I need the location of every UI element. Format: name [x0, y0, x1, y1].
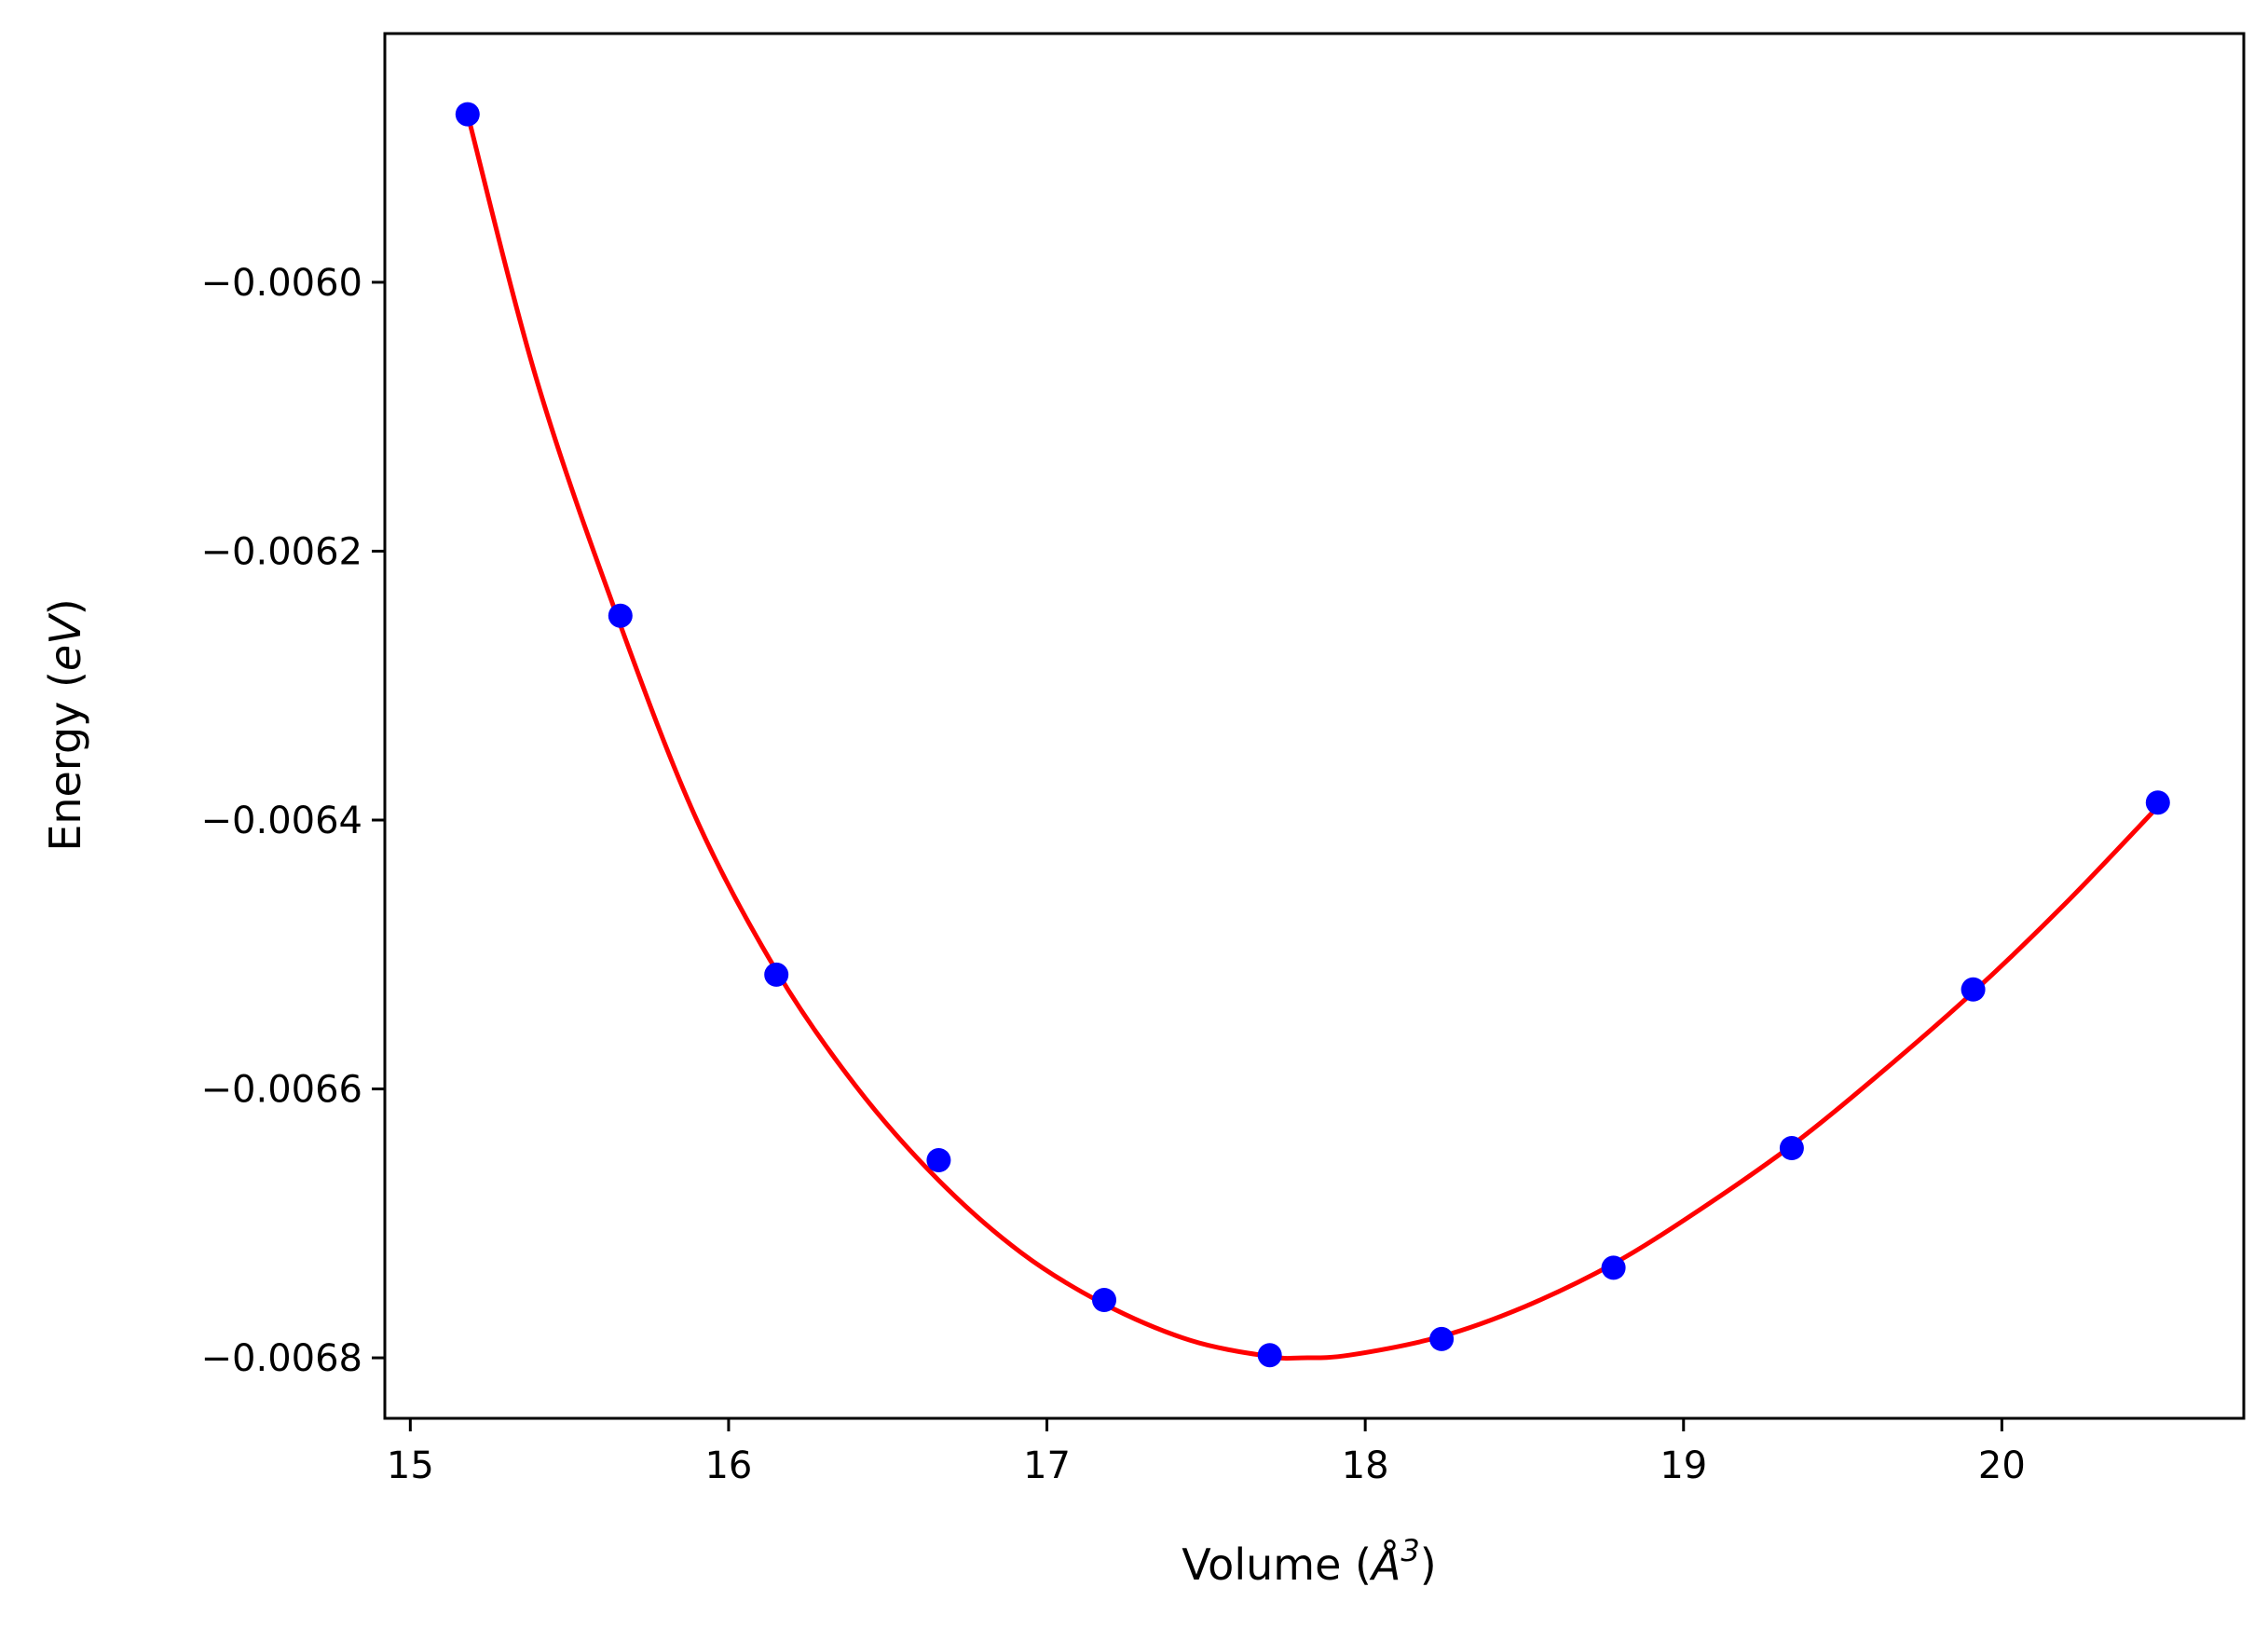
data-point [608, 603, 633, 628]
data-point [1779, 1136, 1804, 1160]
fit-curve-line [465, 113, 2160, 1361]
y-tick-label: −0.0068 [201, 1337, 362, 1380]
y-tick-label: −0.0064 [201, 800, 362, 842]
data-point [1092, 1288, 1116, 1312]
x-tick-label: 18 [1342, 1444, 1389, 1487]
data-point [1429, 1326, 1455, 1351]
data-point [1601, 1255, 1626, 1280]
plot-area [455, 102, 2170, 1368]
y-axis-label-prefix: Energy ( [40, 671, 90, 852]
y-axis-label-unit: eV [40, 612, 90, 671]
x-axis-label: Volume (Å3) [1182, 1533, 1436, 1590]
data-point [926, 1148, 951, 1172]
data-point [764, 962, 789, 987]
y-tick-label: −0.0066 [201, 1069, 362, 1112]
y-axis-label-suffix: ) [40, 598, 90, 615]
y-tick-label: −0.0060 [201, 262, 362, 305]
x-tick-label: 20 [1978, 1444, 2026, 1487]
x-tick-label: 16 [704, 1444, 752, 1487]
x-tick-label: 17 [1023, 1444, 1071, 1487]
x-tick-label: 15 [387, 1444, 434, 1487]
axis-ticks: 15 16 17 18 19 20 −0.0068 −0.0066 −0.0064 −0.0062… [201, 262, 2026, 1487]
data-point [1257, 1343, 1282, 1368]
x-axis-label-symbol: Å [1369, 1539, 1400, 1590]
y-tick-label: −0.0062 [201, 530, 362, 573]
y-axis-label: Energy (eV) [40, 598, 90, 851]
x-axis-label-prefix: Volume ( [1182, 1539, 1372, 1590]
x-axis-label-exponent: 3 [1400, 1533, 1419, 1568]
x-axis-label-suffix: ) [1420, 1539, 1437, 1590]
data-point [2145, 790, 2170, 815]
plot-frame [383, 32, 2246, 1420]
data-point [455, 102, 480, 127]
x-tick-label: 19 [1660, 1444, 1707, 1487]
data-point [1961, 977, 1986, 1002]
